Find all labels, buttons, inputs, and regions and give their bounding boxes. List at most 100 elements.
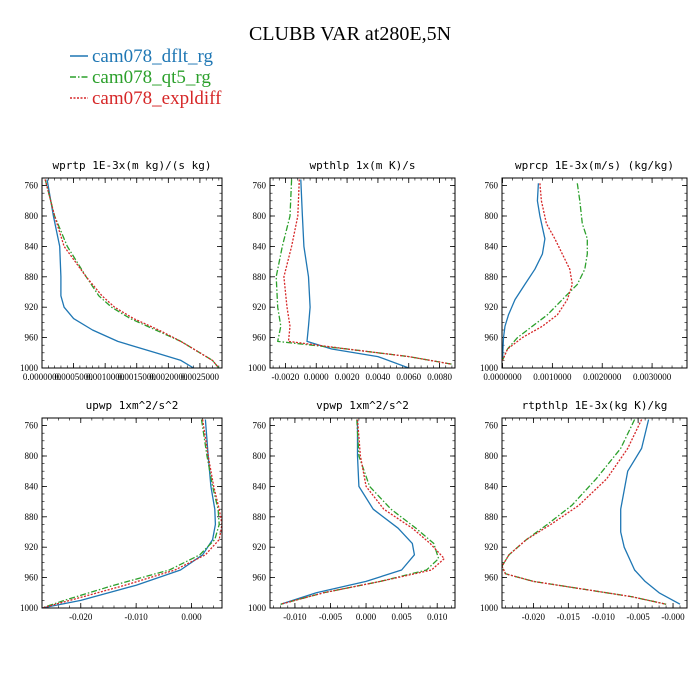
x-tick-label: -0.015 xyxy=(557,612,581,622)
x-tick-label: -0.010 xyxy=(592,612,616,622)
x-tick-label: 0.0020000 xyxy=(149,372,188,382)
x-tick-label: 0.0000 xyxy=(304,372,329,382)
x-tick-label: 0.0025000 xyxy=(181,372,220,382)
panel-title: rtpthlp 1E-3x(kg K)/kg xyxy=(522,399,668,412)
panel-2: wprcp 1E-3x(m/s) (kg/kg) 760 800 840 880 920 9… xyxy=(480,159,688,382)
x-tick-label: -0.005 xyxy=(319,612,343,622)
x-tick-label: 0.0015000 xyxy=(118,372,157,382)
series-group xyxy=(502,419,681,605)
y-tick-label: 960 xyxy=(485,573,499,583)
x-tick-label: 0.0040 xyxy=(366,372,391,382)
series-line-cam078_dflt_rg xyxy=(300,179,410,368)
panel-title: vpwp 1xm^2/s^2 xyxy=(316,399,409,412)
y-tick-label: 1000 xyxy=(248,363,267,373)
y-tick-label: 960 xyxy=(25,333,39,343)
y-tick-label: 800 xyxy=(25,451,39,461)
legend-label-0: cam078_dflt_rg xyxy=(92,46,214,67)
y-tick-label: 880 xyxy=(485,272,499,282)
y-tick-label: 880 xyxy=(485,512,499,522)
y-tick-label: 840 xyxy=(253,481,267,491)
x-tick-label: 0.010 xyxy=(427,612,448,622)
y-tick-label: 840 xyxy=(25,481,39,491)
figure-title: CLUBB VAR at280E,5N xyxy=(249,23,451,45)
panel-3: upwp 1xm^2/s^2 760 800 840 880 920 960 1000 -0.0… xyxy=(20,399,223,622)
panel-5: rtpthlp 1E-3x(kg K)/kg 760 800 840 880 920 960… xyxy=(480,399,688,622)
legend-label-1: cam078_qt5_rg xyxy=(92,67,211,88)
panel-frame xyxy=(41,417,223,609)
series-line-cam078_expldiff xyxy=(502,419,667,605)
y-tick-label: 960 xyxy=(253,573,267,583)
y-tick-label: 760 xyxy=(25,421,39,431)
x-tick-label: 0.0020000 xyxy=(583,372,622,382)
y-tick-label: 840 xyxy=(25,241,39,251)
x-tick-label: 0.000 xyxy=(356,612,377,622)
legend-label-2: cam078_expldiff xyxy=(92,88,222,109)
series-line-cam078_qt5_rg xyxy=(280,419,440,605)
x-tick-label: 0.0005000 xyxy=(54,372,93,382)
series-line-cam078_expldiff xyxy=(44,179,220,368)
panel-title: upwp 1xm^2/s^2 xyxy=(86,399,179,412)
x-tick-label: -0.010 xyxy=(125,612,149,622)
y-tick-label: 1000 xyxy=(480,603,499,613)
y-tick-label: 880 xyxy=(25,272,39,282)
y-tick-label: 760 xyxy=(253,181,267,191)
panel-4: vpwp 1xm^2/s^2 760 800 840 880 920 960 1000 -0.0… xyxy=(248,399,456,622)
series-line-cam078_expldiff xyxy=(502,183,573,361)
series-line-cam078_dflt_rg xyxy=(620,419,681,605)
series-line-cam078_expldiff xyxy=(283,179,453,365)
y-tick-label: 920 xyxy=(25,302,39,312)
panel-title: wpthlp 1x(m K)/s xyxy=(310,159,416,172)
y-tick-label: 1000 xyxy=(480,363,499,373)
y-tick-label: 760 xyxy=(485,181,499,191)
series-line-cam078_dflt_rg xyxy=(42,419,217,608)
y-tick-label: 920 xyxy=(485,302,499,312)
x-tick-label: -0.010 xyxy=(283,612,307,622)
y-tick-label: 1000 xyxy=(20,603,39,613)
y-tick-label: 920 xyxy=(25,542,39,552)
y-tick-label: 920 xyxy=(485,542,499,552)
x-tick-label: 0.000 xyxy=(181,612,202,622)
x-tick-label: -0.000 xyxy=(661,612,685,622)
panel-frame xyxy=(41,177,223,369)
x-tick-label: -0.020 xyxy=(69,612,93,622)
x-tick-label: -0.005 xyxy=(627,612,651,622)
y-tick-label: 880 xyxy=(25,512,39,522)
x-tick-label: 0.0030000 xyxy=(633,372,672,382)
series-line-cam078_dflt_rg xyxy=(46,179,194,368)
panel-1: wpthlp 1x(m K)/s 760 800 840 880 920 960 1000 -0… xyxy=(248,159,456,382)
y-tick-label: 1000 xyxy=(20,363,39,373)
x-tick-label: 0.0080 xyxy=(427,372,452,382)
y-tick-label: 760 xyxy=(485,421,499,431)
x-tick-label: 0.0020 xyxy=(335,372,360,382)
panel-frame xyxy=(269,417,456,609)
x-tick-label: 0.005 xyxy=(392,612,413,622)
y-tick-label: 880 xyxy=(253,272,267,282)
y-tick-label: 840 xyxy=(485,481,499,491)
series-line-cam078_qt5_rg xyxy=(42,419,220,608)
series-group xyxy=(44,179,220,368)
series-line-cam078_qt5_rg xyxy=(44,179,220,368)
y-tick-label: 760 xyxy=(253,421,267,431)
series-line-cam078_dflt_rg xyxy=(502,183,546,361)
series-line-cam078_dflt_rg xyxy=(280,419,416,605)
series-line-cam078_expldiff xyxy=(280,419,445,605)
x-tick-label: 0.0010000 xyxy=(533,372,572,382)
x-tick-label: -0.020 xyxy=(522,612,546,622)
series-group xyxy=(502,183,588,361)
series-group xyxy=(42,419,222,608)
series-line-cam078_qt5_rg xyxy=(502,183,588,361)
series-group xyxy=(275,179,453,368)
panel-frame xyxy=(501,177,688,369)
y-tick-label: 840 xyxy=(485,241,499,251)
panel-frame xyxy=(269,177,456,369)
panel-grid: wprtp 1E-3x(m kg)/(s kg) 760 800 840 880 920 9… xyxy=(20,159,688,622)
y-tick-label: 800 xyxy=(253,211,267,221)
y-tick-label: 880 xyxy=(253,512,267,522)
x-tick-label: 0.0000000 xyxy=(483,372,522,382)
x-tick-label: 0.0000000 xyxy=(23,372,62,382)
panel-0: wprtp 1E-3x(m kg)/(s kg) 760 800 840 880 920 9… xyxy=(20,159,223,382)
y-tick-label: 800 xyxy=(485,211,499,221)
x-tick-label: -0.0020 xyxy=(272,372,300,382)
series-group xyxy=(280,419,445,605)
panel-title: wprtp 1E-3x(m kg)/(s kg) xyxy=(53,159,212,172)
